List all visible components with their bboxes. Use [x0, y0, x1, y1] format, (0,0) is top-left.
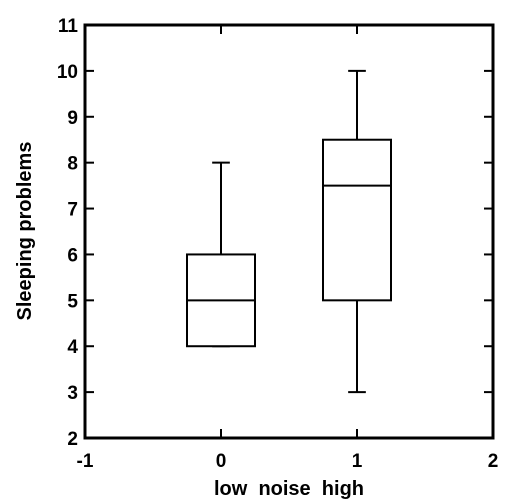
y-tick-label: 2 [67, 429, 78, 450]
y-tick-label: 9 [67, 108, 78, 129]
y-tick-labels: 2 3 4 5 6 7 8 9 10 11 [57, 16, 79, 450]
y-tick-label: 7 [67, 200, 78, 221]
y-tick-label: 10 [57, 62, 78, 83]
y-tick-label: 5 [67, 291, 78, 312]
x-tick-label: -1 [77, 451, 94, 472]
y-axis-title: Sleeping problems [14, 142, 36, 321]
y-tick-label: 3 [67, 383, 78, 404]
box-group [322, 69, 392, 394]
axis-ticks [84, 24, 494, 439]
box-series [186, 69, 392, 394]
y-tick-label: 11 [58, 16, 79, 37]
y-tick-label: 8 [67, 154, 78, 175]
x-tick-label: 2 [488, 451, 499, 472]
box-iqr [322, 138, 392, 302]
box-group [186, 161, 256, 348]
plot-frame [83, 23, 495, 440]
y-tick-label: 4 [67, 337, 78, 358]
y-tick-label: 6 [67, 245, 78, 266]
x-tick-label: 1 [352, 451, 363, 472]
x-axis-title: low noise high [214, 478, 364, 499]
x-tick-label: 0 [216, 451, 227, 472]
x-tick-labels: -1 0 1 2 [77, 451, 499, 472]
